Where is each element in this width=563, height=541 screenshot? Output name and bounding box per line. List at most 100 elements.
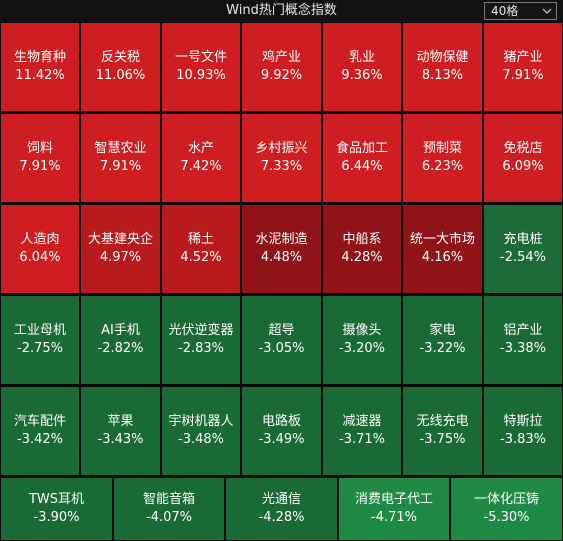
concept-tile[interactable]: 食品加工 6.44% (323, 114, 401, 202)
concept-name: 光伏逆变器 (168, 323, 234, 338)
concept-name: 免税店 (503, 141, 543, 156)
concept-change: 6.04% (19, 250, 61, 265)
concept-tile[interactable]: 大基建央企 4.97% (81, 205, 160, 293)
concept-name: 饲料 (26, 141, 53, 156)
concept-name: 预制菜 (422, 141, 462, 156)
concept-change: -3.20% (339, 341, 385, 356)
concept-tile[interactable]: 智能音箱 -4.07% (114, 478, 224, 540)
concept-tile[interactable]: 智慧农业 7.91% (81, 114, 160, 202)
concept-tile[interactable]: 工业母机 -2.75% (1, 296, 79, 384)
concept-name: 充电桩 (503, 232, 543, 247)
concept-name: 食品加工 (335, 141, 388, 156)
concept-change: -3.05% (258, 341, 305, 356)
concept-name: 苹果 (107, 414, 134, 429)
concept-name: 统一大市场 (409, 232, 475, 247)
concept-tile[interactable]: 人造肉 6.04% (1, 205, 79, 293)
concept-tile[interactable]: 乡村振兴 7.33% (242, 114, 321, 202)
concept-tile[interactable]: 铝产业 -3.38% (484, 296, 562, 384)
concept-heatmap-grid: 生物育种 11.42% 反关税 11.06% 一号文件 10.93% 鸡产业 9.92% 乳业 9… (0, 22, 563, 541)
concept-name: 智能音箱 (142, 492, 195, 507)
concept-tile[interactable]: 反关税 11.06% (81, 23, 160, 111)
concept-tile[interactable]: 电路板 -3.49% (242, 387, 321, 475)
concept-tile[interactable]: 饲料 7.91% (1, 114, 79, 202)
concept-tile[interactable]: 超导 -3.05% (242, 296, 321, 384)
concept-change: -2.75% (17, 341, 63, 356)
concept-tile[interactable]: 中船系 4.28% (323, 205, 401, 293)
concept-tile[interactable]: 预制菜 6.23% (403, 114, 482, 202)
concept-tile[interactable]: 光伏逆变器 -2.83% (162, 296, 240, 384)
concept-tile[interactable]: 水泥制造 4.48% (242, 205, 321, 293)
concept-change: 7.91% (19, 159, 61, 174)
grid-count-value: 40格 (491, 4, 519, 18)
concept-change: 4.52% (180, 250, 222, 265)
concept-name: 鸡产业 (261, 50, 301, 65)
concept-change: 11.42% (15, 68, 65, 83)
concept-tile[interactable]: 减速器 -3.71% (323, 387, 401, 475)
concept-change: -3.22% (419, 341, 466, 356)
concept-tile[interactable]: 猪产业 7.91% (484, 23, 562, 111)
concept-tile[interactable]: TWS耳机 -3.90% (1, 478, 112, 540)
concept-tile[interactable]: 光通信 -4.28% (226, 478, 337, 540)
concept-change: -2.82% (97, 341, 144, 356)
concept-name: AI手机 (101, 323, 140, 338)
concept-tile[interactable]: 一体化压铸 -5.30% (451, 478, 562, 540)
window-title: Wind热门概念指数 (226, 3, 337, 18)
concept-tile[interactable]: 苹果 -3.43% (81, 387, 160, 475)
concept-change: -3.83% (500, 432, 546, 447)
concept-name: 汽车配件 (13, 414, 66, 429)
concept-change: -5.30% (483, 510, 530, 525)
concept-name: 中船系 (342, 232, 382, 247)
concept-tile[interactable]: AI手机 -2.82% (81, 296, 160, 384)
concept-tile[interactable]: 宇树机器人 -3.48% (162, 387, 240, 475)
concept-change: -4.71% (371, 510, 417, 525)
concept-change: 11.06% (95, 68, 146, 83)
concept-tile[interactable]: 家电 -3.22% (403, 296, 482, 384)
concept-change: -3.42% (17, 432, 63, 447)
concept-tile[interactable]: 水产 7.42% (162, 114, 240, 202)
concept-tile[interactable]: 动物保健 8.13% (403, 23, 482, 111)
chevron-down-icon (542, 8, 552, 14)
concept-tile[interactable]: 统一大市场 4.16% (403, 205, 482, 293)
concept-tile[interactable]: 消费电子代工 -4.71% (339, 478, 449, 540)
concept-change: 6.23% (421, 159, 464, 174)
concept-name: 生物育种 (13, 50, 66, 65)
concept-change: -3.43% (97, 432, 144, 447)
concept-tile[interactable]: 生物育种 11.42% (1, 23, 79, 111)
concept-change: 7.91% (502, 68, 544, 83)
concept-change: 6.09% (502, 159, 544, 174)
concept-change: -3.48% (178, 432, 224, 447)
concept-change: -4.28% (258, 510, 305, 525)
concept-name: 摄像头 (342, 323, 382, 338)
concept-name: 猪产业 (503, 50, 543, 65)
concept-change: -3.75% (419, 432, 466, 447)
concept-name: 无线充电 (416, 414, 469, 429)
concept-change: 4.16% (421, 250, 464, 265)
concept-name: 家电 (429, 323, 456, 338)
concept-name: 人造肉 (20, 232, 60, 247)
concept-change: 7.33% (260, 159, 303, 174)
concept-tile[interactable]: 特斯拉 -3.83% (484, 387, 562, 475)
concept-tile[interactable]: 充电桩 -2.54% (484, 205, 562, 293)
concept-name: 水泥制造 (255, 232, 308, 247)
concept-name: 消费电子代工 (354, 492, 433, 507)
concept-change: -4.07% (146, 510, 192, 525)
concept-tile[interactable]: 一号文件 10.93% (162, 23, 240, 111)
concept-tile[interactable]: 稀土 4.52% (162, 205, 240, 293)
concept-name: 一号文件 (174, 50, 227, 65)
concept-name: 智慧农业 (94, 141, 147, 156)
concept-change: 10.93% (176, 68, 226, 83)
concept-tile[interactable]: 免税店 6.09% (484, 114, 562, 202)
concept-tile[interactable]: 摄像头 -3.20% (323, 296, 401, 384)
concept-change: 4.48% (260, 250, 303, 265)
concept-tile[interactable]: 乳业 9.36% (323, 23, 401, 111)
concept-name: 水产 (187, 141, 214, 156)
concept-tile[interactable]: 鸡产业 9.92% (242, 23, 321, 111)
concept-name: 超导 (268, 323, 295, 338)
concept-tile[interactable]: 无线充电 -3.75% (403, 387, 482, 475)
concept-change: -2.54% (500, 250, 546, 265)
concept-tile[interactable]: 汽车配件 -3.42% (1, 387, 79, 475)
concept-change: -2.83% (178, 341, 224, 356)
concept-name: 大基建央企 (87, 232, 153, 247)
grid-count-dropdown[interactable]: 40格 (484, 2, 557, 20)
concept-name: 电路板 (261, 414, 301, 429)
